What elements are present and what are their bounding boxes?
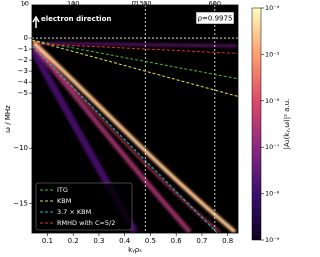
y-tick-label: 0	[24, 34, 28, 42]
legend-label: RMHD with C=5/2	[57, 219, 115, 227]
colorbar-tick-label: 10⁻⁹	[265, 236, 280, 244]
legend-label: 3.7 × KBM	[57, 208, 91, 216]
colorbar-tick-label: 10⁻⁷	[265, 143, 280, 151]
arrow	[32, 15, 40, 28]
colorbar	[251, 7, 262, 241]
legend	[35, 182, 133, 231]
colorbar-tick-label: 10⁻⁸	[265, 190, 280, 198]
top-tick-label: 100	[67, 0, 79, 8]
y-tick-label: −4	[18, 78, 29, 86]
spectrum	[32, 40, 238, 233]
y-tick-label: −1	[18, 45, 28, 53]
x-tick-label: 0.5	[145, 237, 156, 245]
annotation: electron direction	[41, 15, 111, 23]
colorbar-tick-label: 10⁻⁵	[265, 50, 280, 58]
y-tick-label: −5	[18, 89, 28, 97]
chart: kᵧρₛ ω / MHz m electron direction ρ=0.99…	[4, 0, 291, 254]
series-line	[32, 39, 238, 97]
legend-label: KBM	[57, 197, 71, 205]
top-tick-label: 600	[209, 0, 221, 8]
colorbar-tick-label: 10⁻⁴	[265, 4, 280, 12]
y-tick-label: −3	[18, 67, 28, 75]
x-tick-label: 0.8	[222, 237, 233, 245]
x-tick-label: 0.1	[42, 237, 53, 245]
top-tick-label: 300	[139, 0, 151, 8]
y-tick-label: −2	[18, 56, 28, 64]
colorbar-tick-label: 10⁻⁶	[265, 97, 280, 105]
series-line	[32, 45, 218, 233]
top-tick-label: 10	[21, 0, 29, 8]
x-axis-label: kᵧρₛ	[128, 246, 142, 254]
colorbar-label: |A₁(kᵧ,ω)|² a.u.	[283, 99, 291, 150]
plot-frame	[31, 4, 239, 234]
x-tick-label: 0.3	[93, 237, 104, 245]
x-tick-label: 0.6	[171, 237, 183, 245]
annotation-box	[195, 11, 235, 25]
y-tick-label: −10	[13, 144, 28, 152]
annotation: ρ=0.9975	[198, 15, 233, 23]
y-tick-label: −15	[13, 199, 28, 207]
top-axis-label: m	[132, 0, 139, 7]
series-line	[32, 43, 238, 54]
x-tick-label: 0.7	[196, 237, 207, 245]
legend-label: ITG	[57, 186, 68, 194]
y-axis-label: ω / MHz	[4, 105, 12, 133]
x-tick-label: 0.4	[119, 237, 131, 245]
overlay	[32, 5, 238, 233]
x-tick-label: 0.2	[68, 237, 79, 245]
